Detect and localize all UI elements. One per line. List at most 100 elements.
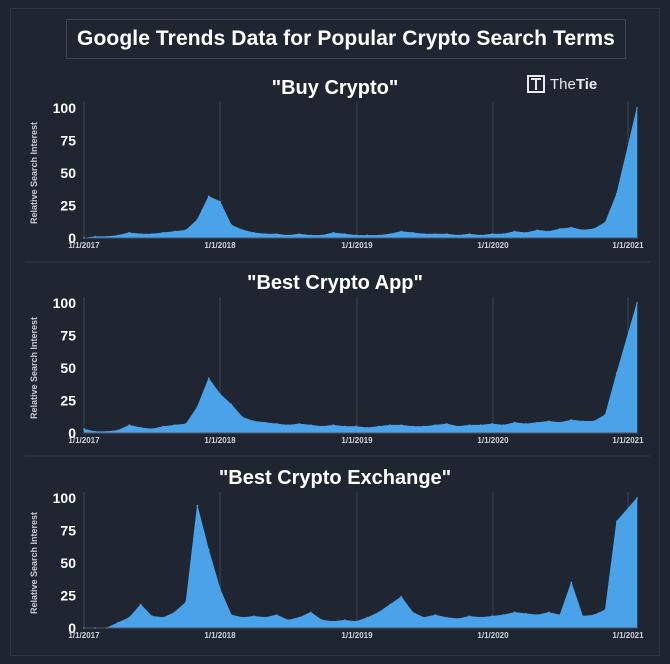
data-point <box>321 619 323 622</box>
data-point <box>636 497 638 499</box>
data-point <box>309 424 312 427</box>
y-tick-label: 75 <box>60 133 76 149</box>
data-point <box>570 581 573 584</box>
data-point <box>377 611 380 614</box>
data-point <box>536 229 539 232</box>
chart-panel-3: "Best Crypto Exchange" Relative Search In… <box>29 467 644 640</box>
data-point <box>253 231 255 234</box>
y-tick-label: 25 <box>60 588 76 604</box>
data-point <box>423 616 425 619</box>
data-point <box>525 231 527 234</box>
data-point <box>321 425 323 428</box>
x-tick-label: 1/1/2017 <box>68 631 100 640</box>
data-point <box>389 233 391 236</box>
data-point <box>513 421 516 424</box>
data-point <box>445 233 448 236</box>
data-point <box>604 413 607 416</box>
data-point <box>411 611 414 614</box>
logo-text-suffix: Tie <box>575 75 598 93</box>
data-point <box>615 520 618 523</box>
data-point <box>173 424 176 427</box>
data-point <box>117 234 119 237</box>
logo-text: TheTie <box>550 76 597 93</box>
data-point <box>128 616 131 619</box>
y-tick-label: 100 <box>53 100 77 116</box>
data-point <box>604 608 607 611</box>
data-point <box>615 192 618 195</box>
data-point <box>264 233 267 236</box>
data-point <box>423 425 425 428</box>
data-point <box>185 601 187 603</box>
chart-panel-1: "Buy Crypto" Relative Search Interest 0 25 5… <box>29 77 644 250</box>
data-point <box>479 424 482 427</box>
y-tick-label: 0 <box>68 230 76 246</box>
data-point <box>457 618 459 620</box>
data-point <box>241 416 244 419</box>
y-axis-label: Relative Search Interest <box>29 512 39 614</box>
data-point <box>525 423 527 425</box>
data-point <box>468 424 471 427</box>
data-point <box>196 406 199 408</box>
data-point <box>400 595 403 598</box>
data-point <box>366 616 369 619</box>
data-point <box>355 620 357 623</box>
data-point <box>151 428 153 430</box>
data-point <box>636 107 638 109</box>
data-point <box>400 230 403 233</box>
chart-title: "Buy Crypto" <box>272 77 399 99</box>
data-point <box>230 614 233 616</box>
data-point <box>559 421 561 424</box>
x-tick-label: 1/1/2021 <box>612 436 644 445</box>
data-point <box>173 230 176 233</box>
data-point <box>275 233 278 236</box>
data-point <box>162 616 165 619</box>
data-point <box>162 425 165 428</box>
x-tick-label: 1/1/2021 <box>612 631 644 640</box>
data-point <box>83 428 85 430</box>
data-point <box>434 233 437 236</box>
data-point <box>389 603 391 606</box>
x-tick-label: 1/1/2018 <box>204 241 236 250</box>
y-tick-label: 0 <box>68 425 76 441</box>
data-point <box>445 423 448 425</box>
y-axis-label: Relative Search Interest <box>29 122 39 224</box>
area-series <box>84 497 638 629</box>
data-point <box>332 424 335 427</box>
data-point <box>117 429 119 432</box>
data-point <box>479 234 482 237</box>
data-point <box>615 372 618 375</box>
figure-frame: Google Trends Data for Popular Crypto Se… <box>10 8 660 656</box>
data-point <box>105 430 108 433</box>
data-point <box>230 403 233 406</box>
data-point <box>309 611 312 614</box>
data-point <box>139 426 142 429</box>
chart-panel-2: "Best Crypto App" Relative Search Interes… <box>29 272 644 445</box>
data-point <box>264 421 267 424</box>
figure-title-box: Google Trends Data for Popular Crypto Se… <box>66 19 626 59</box>
data-point <box>94 235 97 238</box>
y-tick-label: 75 <box>60 328 76 344</box>
data-point <box>241 229 244 232</box>
data-point <box>139 603 142 606</box>
data-point <box>570 419 573 421</box>
data-point <box>377 425 380 428</box>
data-point <box>343 233 346 236</box>
data-point <box>411 231 414 234</box>
chart-title: "Best Crypto Exchange" <box>219 467 451 489</box>
data-point <box>298 423 301 425</box>
data-point <box>275 423 278 425</box>
y-tick-label: 50 <box>60 360 76 376</box>
data-point <box>434 614 437 616</box>
data-point <box>457 234 459 237</box>
data-point <box>128 424 131 427</box>
data-point <box>400 424 403 427</box>
data-point <box>253 420 255 423</box>
logo-text-prefix: The <box>550 75 576 93</box>
data-point <box>219 393 221 395</box>
data-point <box>525 612 527 615</box>
x-tick-label: 1/1/2019 <box>341 241 373 250</box>
y-tick-label: 0 <box>68 620 76 636</box>
y-tick-label: 100 <box>53 490 77 506</box>
data-point <box>366 234 369 237</box>
y-tick-label: 25 <box>60 198 76 214</box>
